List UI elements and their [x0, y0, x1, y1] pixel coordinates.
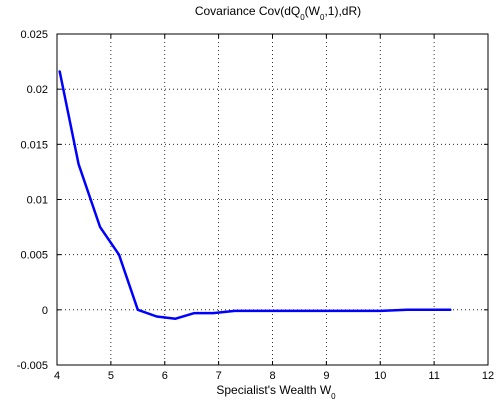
x-tick-label: 11 [428, 370, 439, 382]
x-tick-label: 7 [216, 370, 222, 382]
y-tick-label: 0.01 [27, 195, 48, 207]
chart-title: Covariance Cov(dQ0(W0,1),dR) [195, 4, 361, 22]
y-tick-label: 0.025 [20, 29, 48, 41]
x-tick-label: 9 [323, 370, 329, 382]
y-tick-label: 0.02 [27, 84, 48, 96]
x-axis-label-subscript: 0 [331, 392, 336, 401]
y-tick-label: -0.005 [17, 360, 48, 372]
title-suffix: ,1),dR) [324, 4, 361, 18]
grid-lines [57, 34, 488, 365]
x-axis-label-text: Specialist's Wealth W [216, 383, 331, 397]
x-axis-label: Specialist's Wealth W0 [216, 383, 336, 401]
plot-frame [56, 33, 489, 366]
title-prefix: Covariance Cov(dQ [195, 4, 300, 18]
y-tick-label: 0.015 [20, 139, 48, 151]
x-tick-label: 12 [482, 370, 494, 382]
series-line [58, 70, 452, 320]
x-tick-label: 8 [269, 370, 275, 382]
title-subscript-2: 0 [320, 13, 325, 22]
axis-tick-labels: 4 5 6 7 8 9 10 11 12 -0.005 0 0.005 0.01 0.015 0.02 0.0… [17, 29, 494, 382]
title-subscript-1: 0 [300, 13, 305, 22]
y-tick-label: 0 [42, 305, 48, 317]
x-tick-label: 10 [374, 370, 386, 382]
y-tick-label: 0.005 [20, 250, 48, 262]
title-mid: (W [305, 4, 321, 18]
x-tick-label: 4 [54, 370, 60, 382]
x-tick-label: 5 [108, 370, 114, 382]
x-tick-label: 6 [162, 370, 168, 382]
